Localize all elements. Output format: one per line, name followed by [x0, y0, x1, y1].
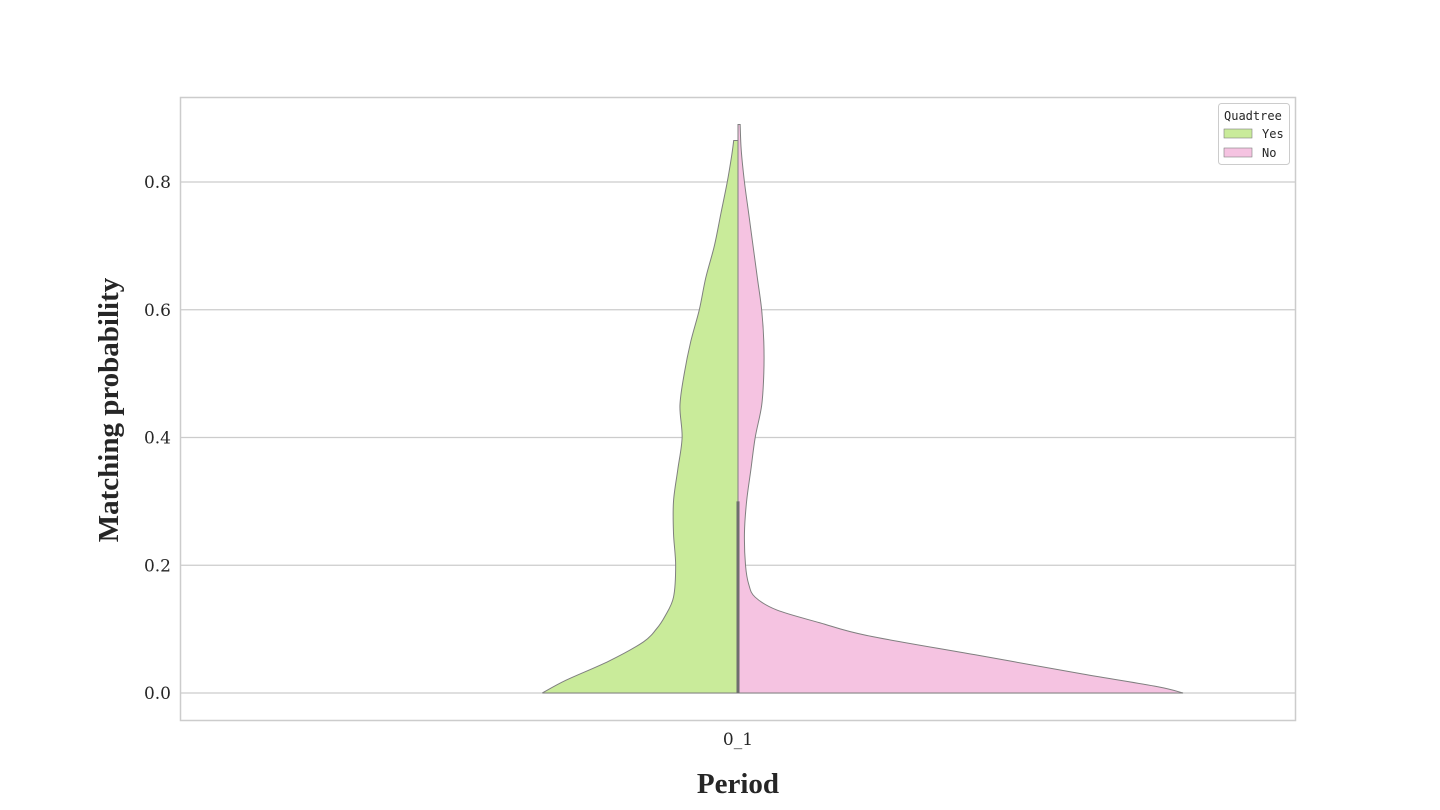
legend-swatch-yes	[1223, 128, 1253, 139]
y-tick-label: 0.4	[144, 429, 171, 449]
legend-label-no: No	[1262, 146, 1276, 160]
y-tick-label: 0.6	[144, 301, 171, 321]
legend: Quadtree Yes No	[1218, 103, 1290, 165]
y-tick-label: 0.0	[144, 684, 171, 704]
y-tick-label: 0.2	[144, 556, 171, 576]
legend-label-yes: Yes	[1262, 127, 1284, 141]
legend-title: Quadtree	[1224, 109, 1282, 123]
x-tick-labels: 0_1	[723, 730, 753, 750]
violins	[542, 124, 1184, 694]
violin-half-yes	[542, 139, 739, 694]
x-tick-label: 0_1	[723, 730, 753, 750]
violin-half-no	[737, 124, 1184, 694]
y-axis-title: Matching probability	[93, 277, 125, 542]
y-tick-label: 0.8	[144, 173, 171, 193]
legend-swatch-no	[1223, 147, 1253, 158]
y-tick-labels: 0.0 0.2 0.4 0.6 0.8	[144, 173, 171, 704]
x-axis-title: Period	[697, 768, 779, 800]
